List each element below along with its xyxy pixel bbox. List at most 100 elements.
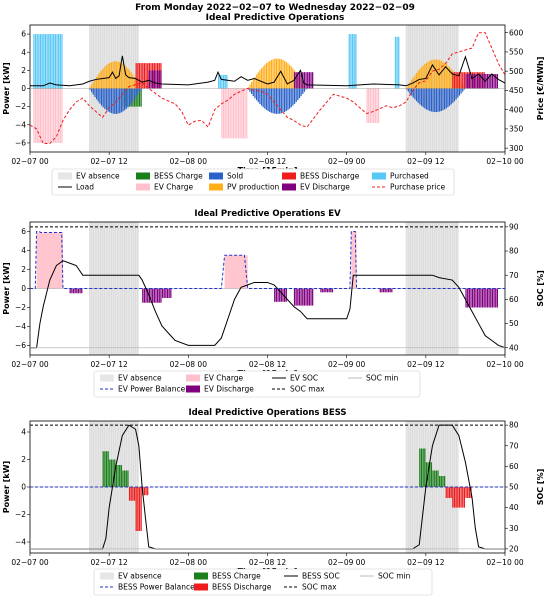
pv-production-bar [275, 58, 277, 89]
sold-bar [102, 88, 104, 108]
legend-swatch [186, 374, 200, 382]
purchased-bar [351, 34, 354, 89]
y-axis-label: Power [kW] [2, 62, 11, 114]
pv-production-bar [407, 84, 409, 89]
sold-bar [297, 88, 299, 101]
sold-bar [91, 88, 93, 93]
purchased-bar [222, 74, 225, 89]
sold-bar [424, 88, 426, 109]
purchased-bar [34, 34, 37, 89]
purchased-bar [33, 34, 35, 89]
bess-charge-bar [105, 451, 108, 487]
sold-bar [437, 88, 439, 112]
purchased-bar [46, 34, 48, 89]
ev-charge-bar [39, 88, 42, 143]
pv-production-bar [450, 68, 452, 89]
bess-discharge-bar [455, 72, 457, 89]
pv-production-bar [124, 65, 126, 89]
sold-bar [422, 88, 424, 108]
ev-discharge-bar [158, 70, 160, 89]
pv-production-bar [130, 72, 132, 89]
legend-swatch [136, 183, 150, 191]
y2-tick-label: 40 [509, 343, 519, 352]
bess-discharge-bar [135, 63, 137, 89]
ev-discharge-bar [475, 288, 477, 308]
pv-production-bar [409, 82, 411, 89]
purchased-bar [61, 34, 63, 89]
sold-bar [140, 88, 142, 90]
sold-bar [119, 88, 121, 114]
sold-bar [429, 88, 431, 111]
pv-production-bar [260, 68, 263, 89]
legend-swatch [100, 572, 114, 580]
legend-label: EV absence [118, 374, 162, 383]
legend-label: EV Charge [204, 374, 244, 383]
bess-charge-bar [117, 465, 119, 487]
purchased-bar [218, 74, 220, 89]
ev-discharge-bar [490, 288, 492, 308]
bess-discharge-bar [137, 487, 139, 531]
sold-bar [440, 88, 442, 111]
bess-discharge-bar [457, 72, 459, 89]
sold-bar [417, 88, 419, 103]
y2-tick-label: 90 [509, 222, 519, 231]
pv-production-bar [430, 60, 433, 89]
bess-discharge-bar [145, 63, 147, 89]
bess-discharge-bar [130, 487, 132, 501]
ev-discharge-bar [153, 288, 155, 303]
sold-bar [452, 88, 454, 103]
pv-production-bar [133, 76, 136, 89]
ev-discharge-bar [156, 288, 159, 303]
ev-discharge-bar [381, 288, 383, 293]
ev-charge-bar [58, 88, 60, 143]
purchased-bar [58, 34, 60, 89]
x-tick-label: 02−07 12 [91, 558, 129, 567]
ev-discharge-bar [473, 288, 475, 308]
bess-discharge-bar [452, 72, 454, 89]
ev-discharge-bar [379, 288, 381, 293]
x-tick-label: 02−08 12 [249, 157, 287, 166]
legend-label: SOC min [366, 374, 399, 383]
ev-discharge-bar [491, 73, 494, 89]
purchased-bar [54, 34, 56, 89]
legend-item-soc-max: SOC max [284, 583, 337, 592]
pv-production-bar [122, 63, 124, 89]
y-tick-label: 0 [21, 483, 26, 492]
ev-discharge-bar [160, 288, 162, 303]
legend-label: EV absence [76, 172, 120, 181]
pv-production-bar [112, 61, 114, 89]
legend-swatch [372, 172, 386, 180]
y-tick-label: −4 [15, 322, 26, 331]
ev-discharge-bar [488, 73, 490, 89]
sold-bar [135, 88, 137, 98]
ev-charge-bar [369, 88, 372, 123]
bess-charge-bar [430, 462, 433, 487]
bess-discharge-bar [460, 487, 462, 508]
pv-production-bar [262, 66, 264, 89]
ev-charge-bar [44, 88, 47, 143]
bess-discharge-bar [128, 487, 131, 501]
sold-bar [94, 88, 96, 98]
pv-production-bar [440, 60, 442, 89]
legend-label: Load [76, 183, 94, 192]
ev-discharge-bar [481, 288, 484, 308]
legend-item-bess-discharge: BESS Discharge [282, 172, 360, 181]
sold-bar [120, 88, 122, 113]
pv-production-bar [104, 66, 106, 89]
ev-discharge-bar [468, 73, 470, 89]
y2-tick-label: 300 [509, 144, 524, 153]
sold-bar [264, 88, 266, 109]
legend-label: Purchased [390, 172, 429, 181]
ev-discharge-bar [490, 73, 492, 89]
ev-discharge-bar [72, 288, 75, 294]
operations-chart: 02−07 00 02−07 12 02−08 00 02−08 12 02−09 00… [2, 24, 545, 196]
ev-charge-bar [48, 88, 50, 143]
y-tick-label: −2 [15, 102, 26, 111]
legend-item-bess-soc: BESS SOC [284, 572, 340, 581]
sold-bar [458, 88, 461, 96]
bess-charge-bar [443, 476, 446, 487]
sold-bar [442, 88, 444, 111]
purchased-bar [41, 34, 43, 89]
ev-discharge-bar [303, 72, 306, 89]
sold-bar [457, 88, 459, 98]
